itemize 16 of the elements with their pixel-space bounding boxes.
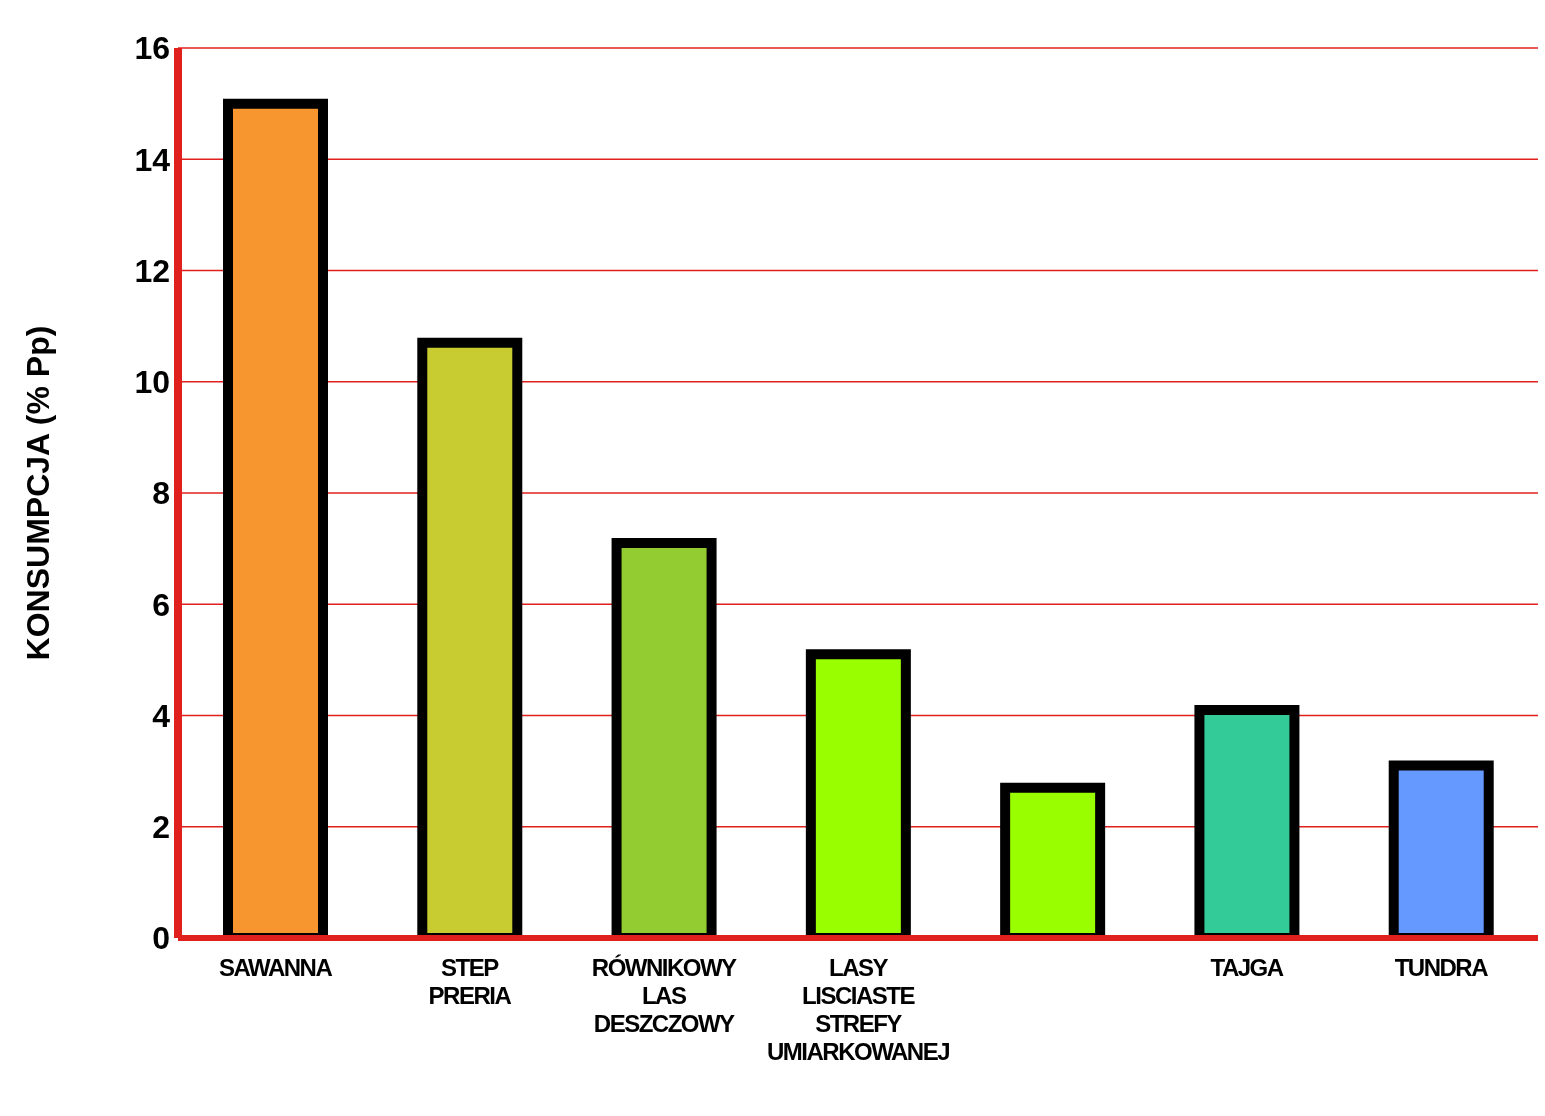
y-tick-label: 14	[134, 141, 171, 178]
y-tick-label: 0	[152, 920, 170, 957]
y-tick-label: 4	[152, 697, 171, 734]
x-tick-label: RÓWNIKOWY LAS DESZCZOWY	[591, 954, 738, 1037]
x-tick-label: STEP PRERIA	[428, 954, 512, 1009]
y-tick-label: 8	[152, 475, 170, 512]
y-tick-label: 2	[152, 809, 170, 846]
x-tick-label: LASY LISCIASTE STREFY UMIARKOWANEJ	[766, 954, 950, 1065]
x-tick-label: SAWANNA	[219, 954, 333, 981]
y-axis-title: KONSUMPCJA (% Pp)	[20, 325, 57, 661]
x-tick-label: TAJGA	[1210, 954, 1284, 981]
y-tick-label: 12	[134, 252, 170, 289]
x-tick-label: TUNDRA	[1394, 954, 1489, 981]
y-tick-label: 10	[134, 364, 170, 401]
y-tick-label: 6	[152, 586, 170, 623]
y-tick-label: 16	[134, 30, 170, 67]
